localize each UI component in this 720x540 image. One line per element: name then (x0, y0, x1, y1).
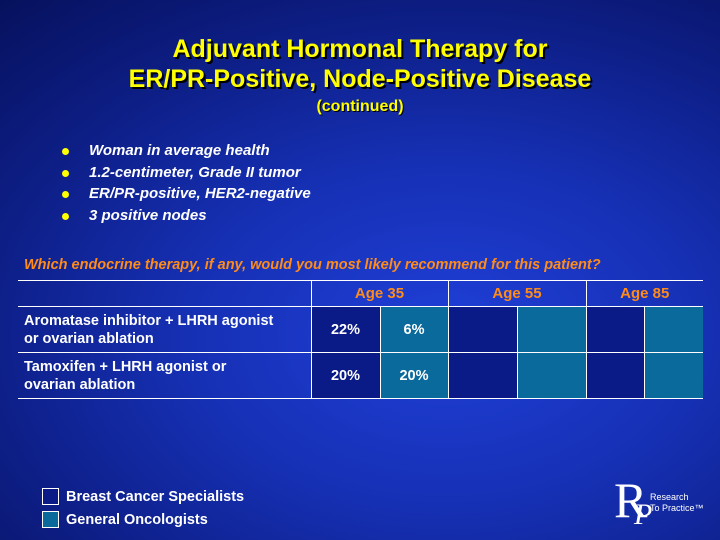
legend-label: Breast Cancer Specialists (66, 488, 245, 505)
logo-text-line-2: To Practice™ (650, 503, 704, 513)
row-label: Tamoxifen + LHRH agonist or ovarian abla… (18, 352, 311, 399)
row-label-line: Aromatase inhibitor + LHRH agonist (24, 312, 274, 329)
logo-letter-r: R (614, 472, 648, 528)
cell-age-55-go (516, 352, 586, 399)
legend-item-general-oncologists: General Oncologists (42, 508, 244, 531)
header-age-85: Age 85 (585, 280, 703, 307)
bullet-dot-icon (62, 191, 69, 198)
bullet-item: 1.2-centimeter, Grade II tumor (62, 164, 311, 186)
table-row: Tamoxifen + LHRH agonist or ovarian abla… (18, 352, 703, 399)
cell-age-85-go (643, 352, 703, 399)
title-line-1: Adjuvant Hormonal Therapy for (172, 35, 548, 63)
cell-age-55-bcs (447, 306, 517, 353)
row-label-line: ovarian ablation (24, 376, 136, 393)
bullet-dot-icon (62, 169, 69, 177)
cell-age-35-go: 20% (379, 352, 448, 399)
row-label-line: Tamoxifen + LHRH agonist or (24, 358, 227, 375)
bullet-dot-icon (62, 148, 69, 155)
legend-swatch-icon (42, 511, 59, 528)
legend-item-breast-cancer-specialists: Breast Cancer Specialists (42, 485, 244, 508)
legend-label: General Oncologists (66, 511, 208, 528)
header-blank-cell (18, 280, 311, 307)
title-line-2: ER/PR-Positive, Node-Positive Disease (128, 65, 592, 93)
row-label-line: or ovarian ablation (24, 330, 154, 347)
cell-age-55-go (516, 306, 586, 353)
research-to-practice-logo: R P Research To Practice™ (614, 474, 714, 531)
bullet-item: ER/PR-positive, HER2-negative (62, 185, 311, 207)
bullet-text: 3 positive nodes (89, 206, 207, 224)
bullet-text: 1.2-centimeter, Grade II tumor (89, 163, 301, 181)
cell-age-85-go (643, 306, 703, 353)
slide-title: Adjuvant Hormonal Therapy for ER/PR-Posi… (0, 34, 720, 94)
results-table: Age 35 Age 55 Age 85 Aromatase inhibitor… (18, 280, 703, 399)
cell-age-55-bcs (447, 352, 517, 399)
header-age-35: Age 35 (310, 280, 448, 307)
bullet-dot-icon (62, 212, 69, 220)
legend: Breast Cancer Specialists General Oncolo… (42, 485, 244, 531)
header-age-55: Age 55 (447, 280, 586, 307)
bullet-item: 3 positive nodes (62, 207, 311, 229)
logo-letter-p: P (634, 498, 653, 531)
patient-bullet-list: Woman in average health 1.2-centimeter, … (62, 142, 311, 228)
bullet-text: ER/PR-positive, HER2-negative (89, 185, 311, 202)
cell-age-35-bcs: 22% (310, 306, 380, 353)
cell-age-35-bcs: 20% (310, 352, 380, 399)
bullet-item: Woman in average health (62, 142, 311, 164)
slide-subtitle: (continued) (316, 98, 404, 115)
table-row: Aromatase inhibitor + LHRH agonist or ov… (18, 306, 703, 353)
cell-age-35-go: 6% (379, 306, 448, 353)
survey-question: Which endocrine therapy, if any, would y… (24, 257, 601, 273)
legend-swatch-icon (42, 488, 59, 505)
logo-text-line-1: Research (650, 492, 689, 502)
cell-age-85-bcs (585, 306, 644, 353)
row-label: Aromatase inhibitor + LHRH agonist or ov… (18, 306, 311, 353)
cell-age-85-bcs (585, 352, 644, 399)
table-header-row: Age 35 Age 55 Age 85 (18, 280, 703, 307)
bullet-text: Woman in average health (89, 142, 270, 159)
